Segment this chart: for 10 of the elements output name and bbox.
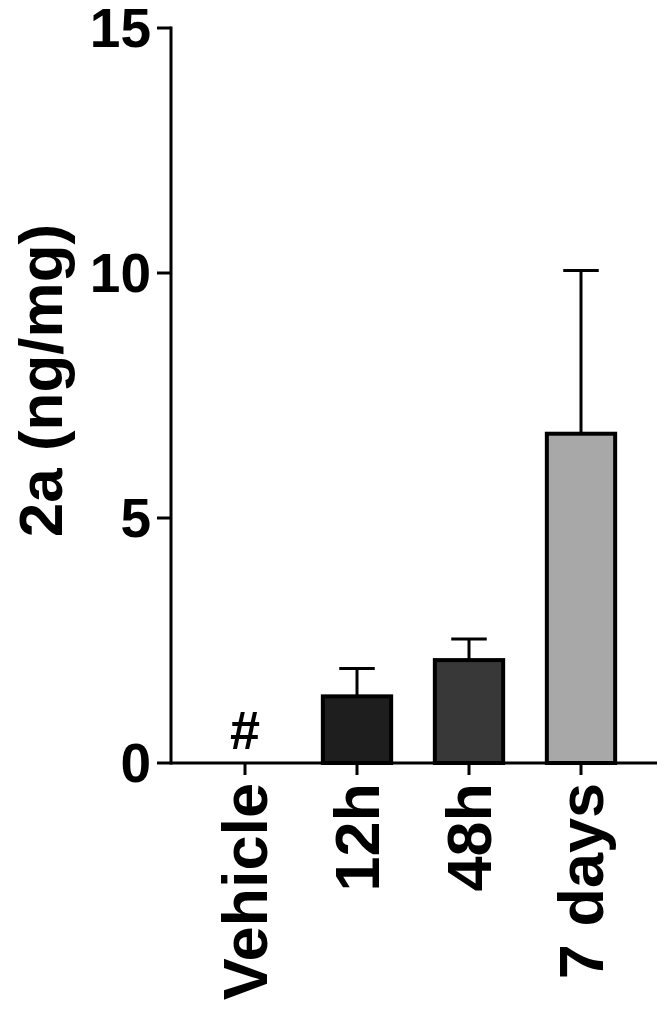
y-tick-label: 5 [120,487,151,549]
y-axis-title: 2a (ng/mg) [5,223,75,538]
y-tick-label: 10 [89,242,151,304]
x-tick-label: 7 days [546,783,616,980]
x-tick-label: 48h [434,783,504,892]
x-tick-label: 12h [322,783,392,892]
x-tick-label: Vehicle [210,783,280,1001]
data-label: # [229,700,261,760]
y-tick-label: 15 [89,0,151,59]
y-tick-label: 0 [120,732,151,794]
